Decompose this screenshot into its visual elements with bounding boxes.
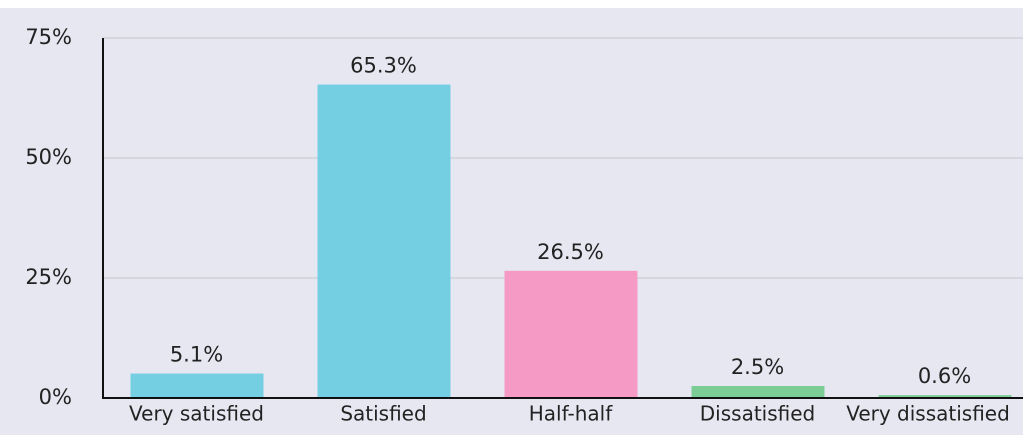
bar	[691, 386, 825, 398]
x-tick-label: Very satisfied	[129, 402, 264, 426]
value-label: 0.6%	[918, 364, 971, 388]
bar	[130, 373, 264, 398]
value-label: 2.5%	[731, 355, 784, 379]
y-tick-label: 0%	[39, 385, 72, 409]
bar	[878, 395, 1012, 398]
x-tick-label: Satisfied	[340, 402, 426, 426]
y-tick-label: 50%	[25, 145, 72, 169]
x-tick-label: Half-half	[529, 402, 614, 426]
value-label: 5.1%	[170, 343, 223, 367]
x-tick-label: Dissatisfied	[700, 402, 815, 426]
y-tick-label: 25%	[25, 265, 72, 289]
x-tick-label: Very dissatisfied	[846, 402, 1010, 426]
bar	[317, 84, 451, 398]
y-tick-label: 75%	[25, 25, 72, 49]
bar	[504, 270, 638, 398]
value-label: 65.3%	[350, 54, 417, 78]
value-label: 26.5%	[537, 240, 604, 264]
